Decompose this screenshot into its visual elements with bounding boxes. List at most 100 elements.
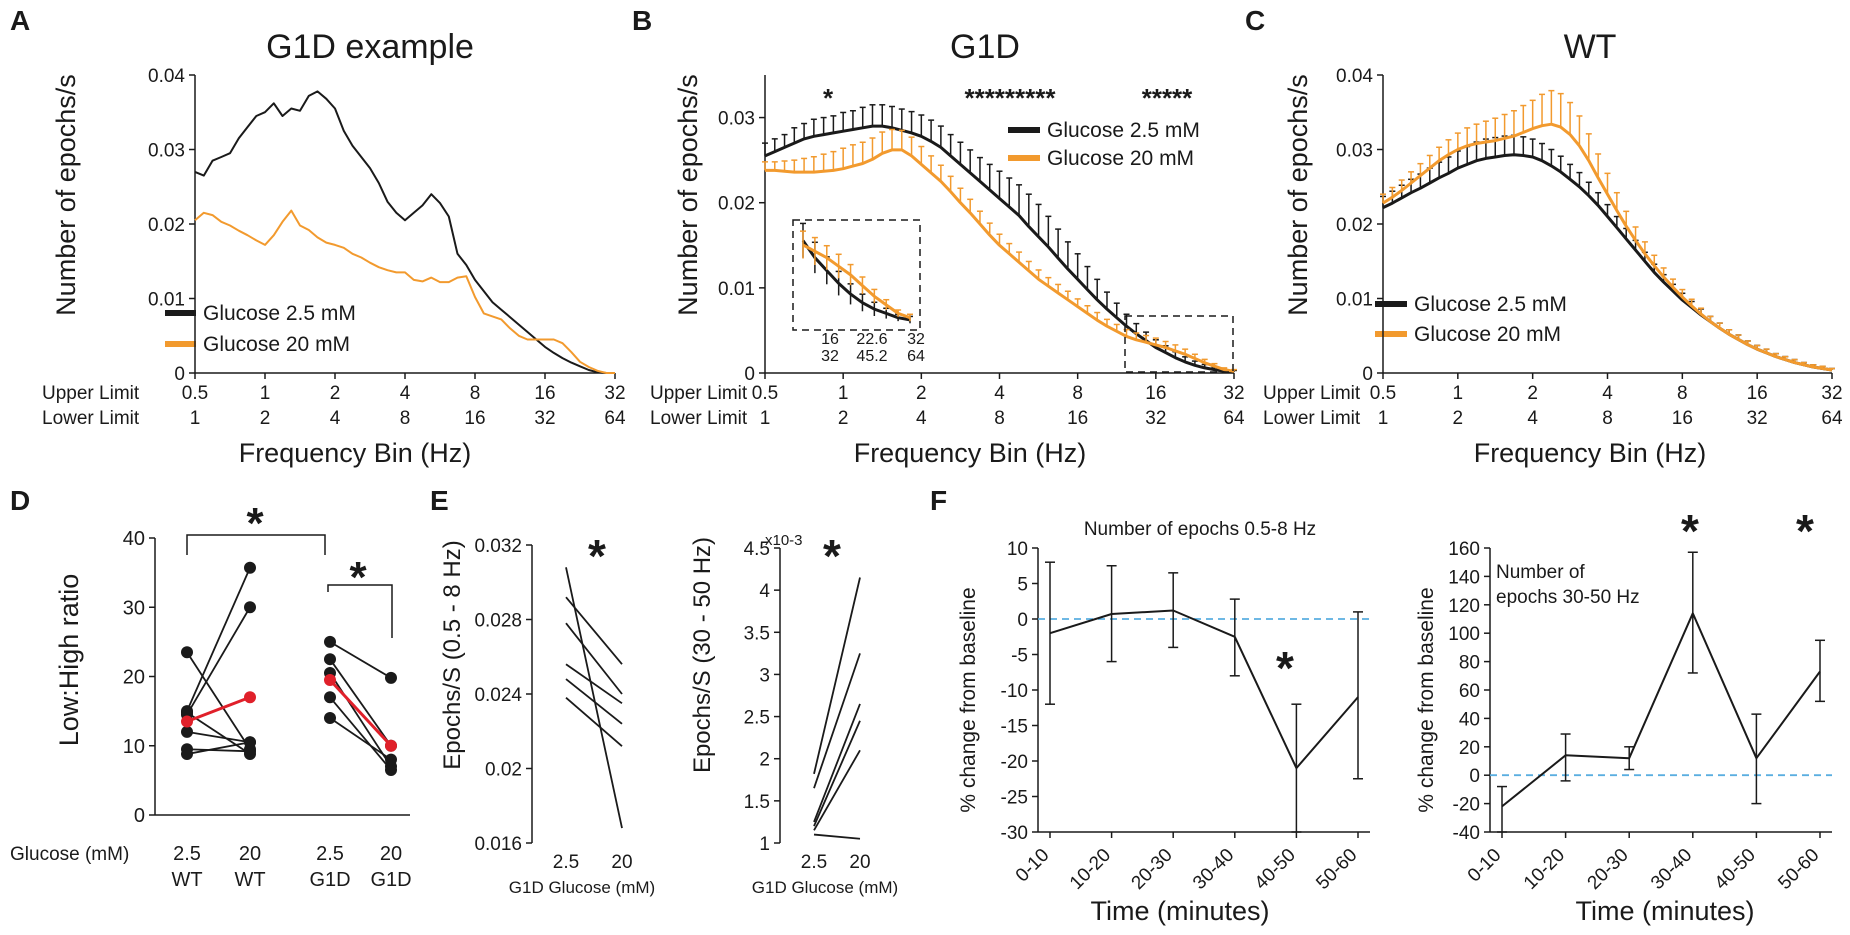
panel-b-sig-1: *: [823, 83, 834, 113]
panel-f1-ytick-label-3: -15: [1001, 717, 1028, 738]
panel-e1-sig: *: [588, 530, 606, 582]
panel-letter-b: B: [632, 5, 652, 36]
panel-f2-xtick-label-5: 50-60: [1774, 845, 1823, 894]
panel-f2-series-line: [1501, 612, 1821, 808]
panel-e2-ylabel: Epochs/S (30 - 50 Hz): [689, 537, 716, 773]
panel-b-ytick-label-1: 0.01: [718, 279, 755, 300]
panel-b-ytick-label-2: 0.02: [718, 194, 755, 215]
panel-d-pair-line-5: [186, 741, 251, 755]
panel-a-lower-tick-2: 4: [330, 408, 341, 429]
panel-d-point-6-a: [181, 706, 193, 719]
panel-b-ytick-label-3: 0.03: [718, 109, 755, 130]
panel-a-xlabel: Frequency Bin (Hz): [239, 438, 472, 468]
panel-d-pair-line-12: [329, 717, 392, 761]
panel-c-xlabel: Frequency Bin (Hz): [1474, 438, 1707, 468]
panel-d-sig-bracket-2: [327, 584, 393, 638]
panel-a-upper-tick-2: 2: [330, 383, 341, 404]
panel-f2-xtick-label-4: 40-50: [1711, 845, 1760, 894]
panel-letter-e: E: [430, 485, 449, 516]
panel-d-point-13-b: [385, 739, 397, 752]
panel-f2-ytick-label-2: 0: [1469, 766, 1480, 787]
panel-d-cat-bottom-3: G1D: [370, 869, 411, 891]
panel-f2-ytick-label-4: 40: [1459, 709, 1480, 730]
panel-b-series-0-line: [764, 124, 1235, 374]
panel-d-point-1-b: [244, 561, 256, 574]
panel-b-upper-tick-5: 16: [1145, 383, 1166, 404]
panel-f1-ytick-label-4: -10: [1001, 681, 1028, 702]
panel-e2-ytick-label-3: 2.5: [744, 708, 770, 729]
panel-f2-ytick-label-5: 60: [1459, 681, 1480, 702]
panel-d-point-9-a: [324, 653, 336, 666]
panel-d-point-11-b: [385, 763, 397, 776]
panel-d-point-12-b: [385, 753, 397, 766]
panel-c-upper-tick-0: 0.5: [1370, 383, 1396, 404]
panel-d-point-8-b: [385, 671, 397, 684]
panel-a-upper-label: Upper Limit: [42, 383, 140, 404]
panel-d-point-5-a: [181, 748, 193, 761]
panel-e2-ytick-label-2: 2: [759, 750, 770, 771]
panel-e2-cat-1: 20: [849, 852, 870, 873]
panel-d-point-7-a: [181, 715, 193, 728]
panel-a-lower-label: Lower Limit: [42, 408, 140, 429]
panel-d-point-3-a: [181, 725, 193, 738]
panel-e1-pair-3: [565, 663, 623, 705]
panel-a-lower-tick-6: 64: [604, 408, 626, 429]
panel-e1-ytick-label-4: 0.032: [474, 536, 522, 557]
panel-d-sig-1: *: [246, 499, 264, 548]
panel-e2-ytick-label-5: 3.5: [744, 623, 770, 644]
panel-c-upper-tick-5: 16: [1747, 383, 1768, 404]
panel-b-inset-frame: [792, 219, 921, 331]
panel-e1-cat-0: 2.5: [553, 852, 579, 873]
panel-a-title: G1D example: [266, 28, 474, 66]
panel-e2-pair-4: [813, 749, 861, 831]
panel-c-upper-tick-4: 8: [1677, 383, 1688, 404]
panel-d-point-0-a: [181, 646, 193, 659]
panel-f2-ytick-label-9: 140: [1448, 567, 1480, 588]
panel-d-glucose-row-label: Glucose (mM): [10, 844, 129, 865]
panel-d-ytick-label-1: 10: [123, 736, 145, 758]
panel-e1-ytick-label-1: 0.02: [485, 760, 522, 781]
panel-b-inset-tick-top-2: 22.6: [856, 331, 887, 348]
panel-c-lower-tick-5: 32: [1747, 408, 1768, 429]
panel-f1-ytick-label-8: 10: [1007, 539, 1028, 560]
panel-e1-cat-1: 20: [611, 852, 632, 873]
panel-a-series-0-line: [194, 90, 615, 374]
panel-e1-pair-2: [565, 622, 623, 695]
panel-d-cat-top-0: 2.5: [173, 843, 201, 865]
panel-b-xlabel: Frequency Bin (Hz): [854, 438, 1087, 468]
panel-b-inset-tick-bottom-3: 64: [907, 348, 925, 365]
panel-d-cat-bottom-2: G1D: [309, 869, 350, 891]
panel-e1-ylabel: Epochs/S (0.5 - 8 Hz): [439, 540, 466, 769]
panel-f2-ytick-label-6: 80: [1459, 653, 1480, 674]
panel-c-ytick-label-3: 0.03: [1336, 141, 1373, 162]
panel-f1-ytick-label-0: -30: [1001, 823, 1028, 844]
panel-a-series-1-line: [194, 209, 615, 374]
panel-d-point-13-a: [324, 673, 336, 686]
panel-a-lower-tick-0: 1: [190, 408, 201, 429]
panel-e1-ytick-label-2: 0.024: [474, 685, 522, 706]
panel-a-ytick-label-3: 0.03: [148, 141, 185, 162]
panel-e1-ytick-label-0: 0.016: [474, 834, 522, 855]
panel-letter-f: F: [930, 485, 947, 516]
panel-f1-ytick-label-5: -5: [1011, 646, 1028, 667]
panel-f1-ytick-label-1: -25: [1001, 788, 1028, 809]
panel-d-cat-bottom-0: WT: [171, 869, 202, 891]
panel-b-legend-label-black: Glucose 2.5 mM: [1047, 119, 1200, 142]
panel-a-upper-tick-5: 16: [534, 383, 555, 404]
panel-f2-xtick-label-3: 30-40: [1647, 845, 1696, 894]
panel-e2-pair-5: [813, 833, 861, 840]
panel-b-ytick-label-0: 0: [744, 364, 755, 385]
panel-f2-ytick-label-0: -40: [1453, 823, 1480, 844]
panel-d-pair-line-11: [329, 696, 392, 771]
panel-a-ytick-label-1: 0.01: [148, 290, 185, 311]
panel-f2-ytick-label-7: 100: [1448, 624, 1480, 645]
panel-a-upper-tick-3: 4: [400, 383, 411, 404]
panel-e2-pair-3: [813, 720, 861, 827]
panel-d-ylabel: Low:High ratio: [54, 574, 84, 747]
chart-marks: 00.010.020.030.040.511224488161632326400…: [123, 66, 1843, 894]
panel-c-title: WT: [1564, 28, 1617, 66]
panel-f1-xtick-label-3: 30-40: [1189, 845, 1238, 894]
panel-f1-xtick-label-5: 50-60: [1312, 845, 1361, 894]
panel-d-pair-line-3: [186, 731, 251, 744]
panel-c-legend-label-orange: Glucose 20 mM: [1414, 323, 1561, 346]
